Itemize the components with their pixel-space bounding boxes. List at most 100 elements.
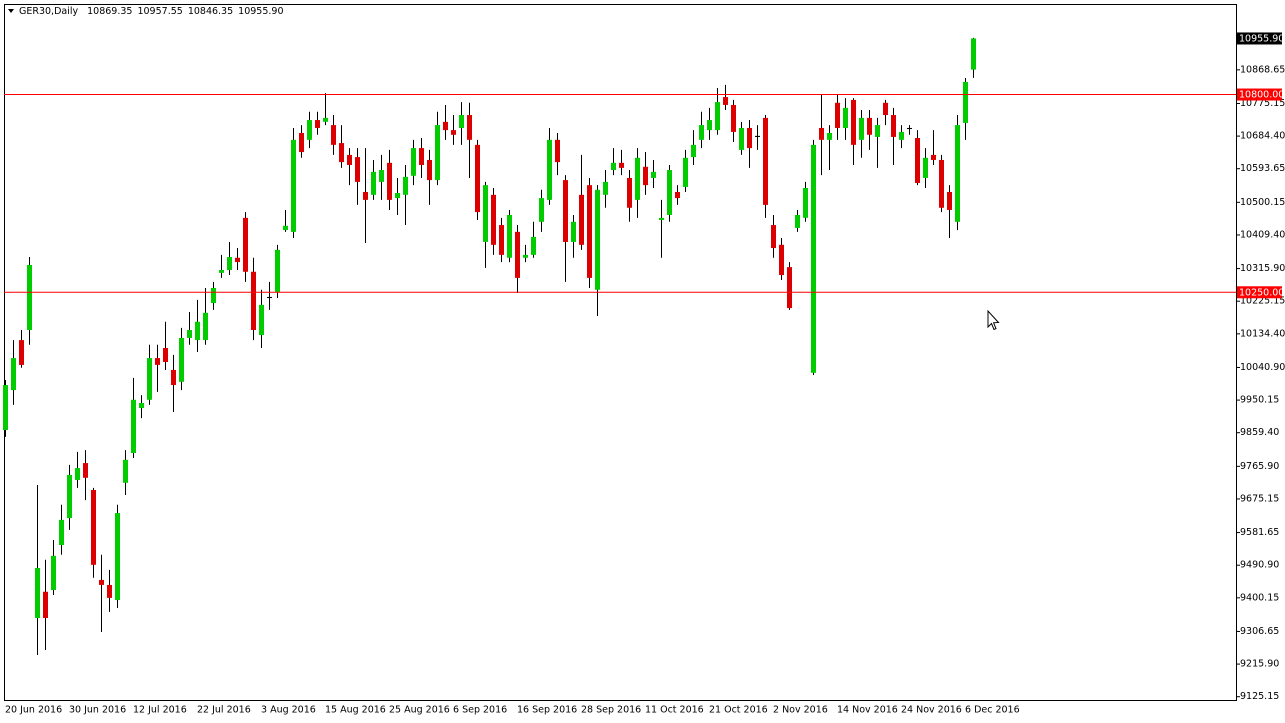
- candle-body: [747, 127, 752, 149]
- x-tick-label: 20 Jun 2016: [5, 705, 62, 716]
- candle-body: [227, 257, 232, 270]
- candle-body: [267, 296, 272, 299]
- x-tick-label: 15 Aug 2016: [325, 705, 386, 716]
- mouse-cursor: [987, 309, 1000, 331]
- candle-body: [307, 120, 312, 140]
- y-tick-label: 10225.15: [1240, 296, 1285, 307]
- candle-body: [835, 102, 840, 128]
- candle-body: [851, 99, 856, 145]
- candle-body: [723, 97, 728, 105]
- candle-body: [179, 337, 184, 382]
- candle-body: [211, 287, 216, 304]
- candle-body: [323, 117, 328, 122]
- menu-arrow[interactable]: [8, 9, 14, 13]
- candle-body: [67, 474, 72, 519]
- x-tick-label: 30 Jun 2016: [69, 705, 126, 716]
- candle-body: [643, 166, 648, 186]
- y-tick-label: 10134.40: [1240, 328, 1285, 339]
- candle-body: [291, 139, 296, 232]
- candle-body: [51, 555, 56, 590]
- x-tick-label: 22 Jul 2016: [197, 705, 251, 716]
- level-label: 10800.00: [1239, 90, 1284, 101]
- candle-body: [427, 159, 432, 181]
- chart-header: GER30,Daily 10869.35 10957.55 10846.35 10955…: [19, 6, 289, 18]
- candle-body: [83, 463, 88, 478]
- candle-body: [947, 191, 952, 210]
- candle-body: [163, 348, 168, 363]
- candle-body: [59, 519, 64, 546]
- candle-body: [579, 194, 584, 245]
- level-label-box: [1237, 286, 1282, 299]
- candle-body: [283, 225, 288, 231]
- candle-body: [91, 490, 96, 565]
- candle-body: [651, 171, 656, 178]
- candle-body: [555, 139, 560, 163]
- candle-body: [923, 157, 928, 178]
- y-tick-label: 9950.15: [1240, 395, 1279, 406]
- candle-body: [803, 188, 808, 218]
- y-tick-label: 9306.65: [1240, 626, 1279, 637]
- candle-body: [627, 177, 632, 208]
- level-label: 10250.00: [1239, 287, 1284, 298]
- candle-body: [107, 584, 112, 598]
- y-tick-label: 10684.40: [1240, 131, 1285, 142]
- last-price-label: 10955.90: [1239, 33, 1284, 44]
- candle-body: [915, 138, 920, 183]
- x-tick-label: 25 Aug 2016: [389, 705, 450, 716]
- x-tick-label: 24 Nov 2016: [901, 705, 962, 716]
- candle-body: [755, 135, 760, 137]
- candle-body: [795, 214, 800, 228]
- y-tick-label: 9581.65: [1240, 527, 1279, 538]
- candle-body: [275, 249, 280, 292]
- candle-body: [499, 225, 504, 255]
- candle-body: [931, 154, 936, 160]
- y-tick-label: 10500.15: [1240, 197, 1285, 208]
- x-tick-label: 28 Sep 2016: [581, 705, 641, 716]
- candle-body: [403, 176, 408, 195]
- candle-body: [443, 121, 448, 131]
- candle-body: [35, 568, 40, 619]
- candle-body: [603, 181, 608, 195]
- candle-body: [115, 513, 120, 601]
- y-tick-label: 9490.90: [1240, 560, 1279, 571]
- candle-body: [171, 369, 176, 386]
- candle-body: [739, 127, 744, 150]
- candle-body: [19, 340, 24, 365]
- candle-body: [483, 185, 488, 242]
- candle-body: [155, 358, 160, 365]
- candle-body: [899, 131, 904, 140]
- y-tick-label: 10315.90: [1240, 263, 1285, 274]
- candle-body: [563, 180, 568, 242]
- candle-body: [435, 125, 440, 181]
- candle-body: [459, 115, 464, 128]
- candle-body: [939, 159, 944, 208]
- candle-body: [139, 403, 144, 409]
- candle-body: [707, 120, 712, 131]
- candle-body: [75, 468, 80, 480]
- ohlc-label: 10957.55: [137, 6, 183, 17]
- candle-body: [675, 191, 680, 199]
- candle-body: [883, 102, 888, 116]
- y-tick-label: 10775.15: [1240, 98, 1285, 109]
- candle-body: [339, 143, 344, 163]
- candle-body: [27, 264, 32, 331]
- y-tick-label: 10040.90: [1240, 362, 1285, 373]
- candle-body: [619, 162, 624, 168]
- candle-body: [691, 144, 696, 158]
- y-tick-label: 10593.65: [1240, 163, 1285, 174]
- candle-body: [635, 157, 640, 200]
- candle-body: [875, 125, 880, 137]
- candle-body: [419, 148, 424, 165]
- candle-body: [547, 139, 552, 200]
- candle-body: [611, 162, 616, 171]
- candle-body: [659, 217, 664, 221]
- candle-body: [99, 579, 104, 585]
- y-tick-label: 9765.90: [1240, 461, 1279, 472]
- symbol-title: GER30,Daily: [19, 6, 79, 17]
- candle-body: [315, 120, 320, 128]
- y-tick-label: 9215.90: [1240, 659, 1279, 670]
- level-label-box: [1237, 88, 1282, 101]
- ohlc-label: 10846.35: [187, 6, 234, 17]
